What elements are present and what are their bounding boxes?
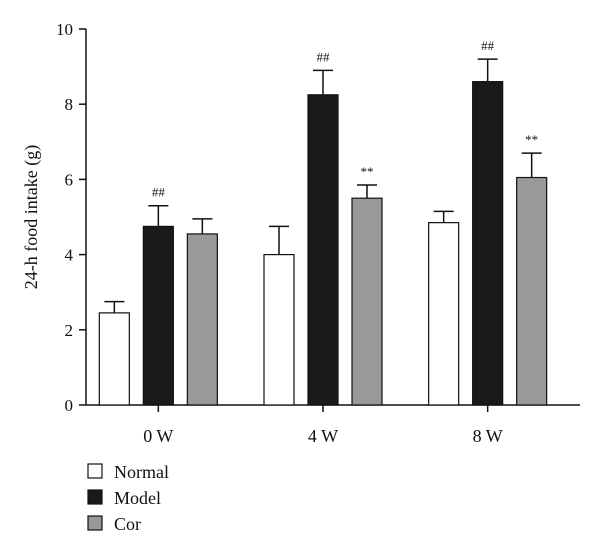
x-tick-label: 4 W [308, 426, 338, 446]
x-tick-label: 8 W [473, 426, 503, 446]
legend-swatch-cor [87, 515, 103, 531]
y-axis-label: 24-h food intake (g) [21, 145, 42, 289]
bar-model [472, 81, 504, 406]
bar-cor [516, 176, 548, 406]
bars [98, 58, 548, 406]
legend-label-model: Model [114, 488, 161, 508]
bar-normal [98, 312, 130, 406]
bar-normal [428, 222, 460, 406]
legend-swatch-model [87, 489, 103, 505]
legend-swatch-normal [87, 463, 103, 479]
y-tick-label: 4 [65, 246, 74, 265]
y-tick-label: 2 [65, 321, 74, 340]
significance-label: ** [361, 164, 374, 179]
significance-label: ## [481, 38, 495, 53]
y-tick-label: 6 [65, 170, 74, 189]
significance-label: ## [317, 49, 331, 64]
x-tick-label: 0 W [143, 426, 173, 446]
legend-label-normal: Normal [114, 462, 169, 482]
bar-cor [186, 233, 218, 406]
bar-cor [351, 197, 383, 406]
y-tick-label: 8 [65, 95, 74, 114]
y-tick-label: 0 [65, 396, 74, 415]
bar-model [142, 225, 174, 406]
legend: Normal Model Cor [87, 462, 169, 534]
legend-label-cor: Cor [114, 514, 141, 534]
bar-model [307, 94, 339, 406]
significance-label: ** [525, 132, 538, 147]
bar-normal [263, 254, 295, 406]
labels: 0 2 4 6 8 10 24-h food intake (g) 0 W ## 4 W ## ** 8… [21, 20, 538, 446]
y-tick-label: 10 [56, 20, 73, 39]
significance-label: ## [152, 185, 166, 200]
